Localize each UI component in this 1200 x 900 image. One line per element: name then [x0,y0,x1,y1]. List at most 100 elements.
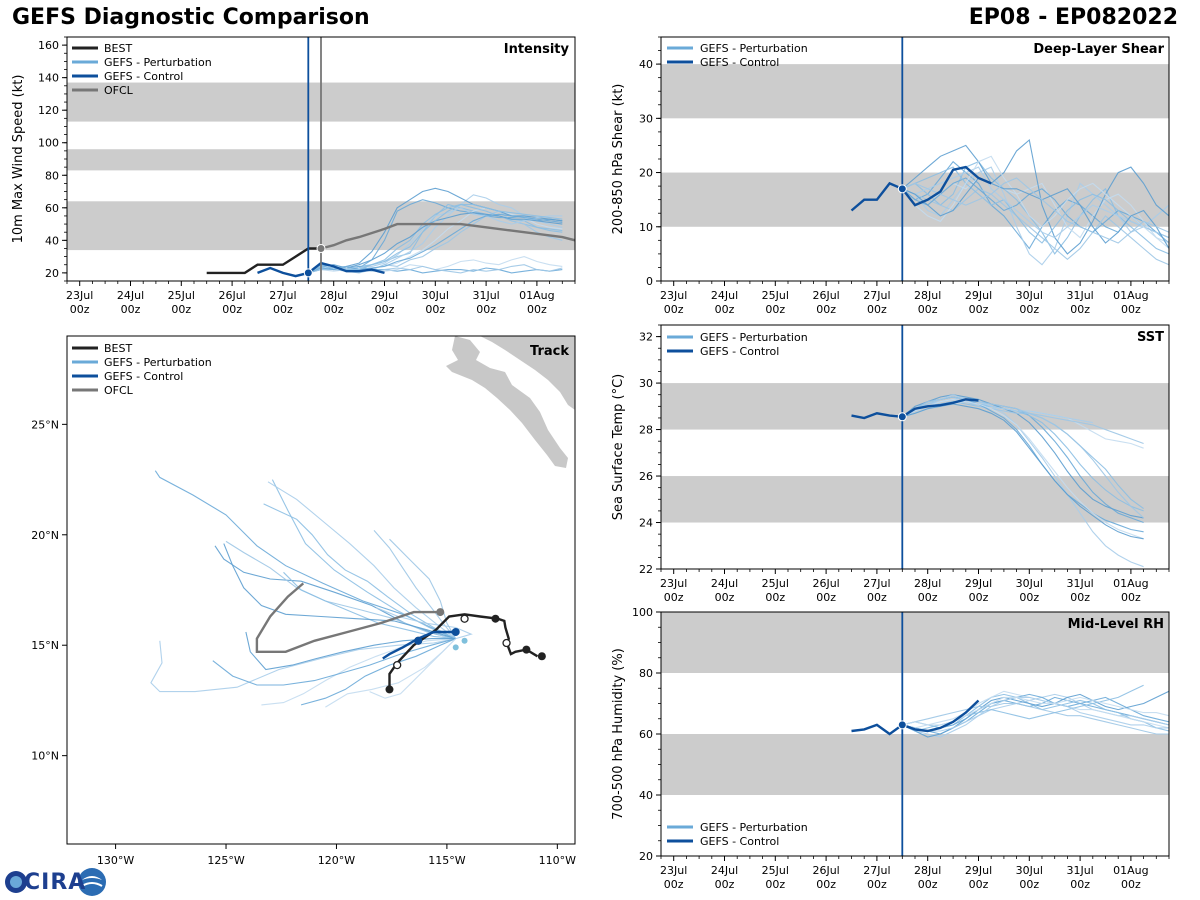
rh-x-tick-label-date: 23Jul [660,864,687,877]
track-lon-tick-label: 120°W [318,854,355,867]
rh-x-tick-label-hour: 00z [816,878,836,891]
sst-x-tick-label-date: 26Jul [812,577,839,590]
shear-x-tick-label-date: 28Jul [914,289,941,302]
track-perturbation-line [150,638,456,693]
track-perturbation-line [225,540,456,640]
sst-y-tick-label: 28 [639,424,653,437]
track-best-marker [385,685,394,694]
sst-x-tick-label-date: 25Jul [762,577,789,590]
intensity-x-tick-label-hour: 00z [476,303,496,316]
sst-x-tick-label-date: 27Jul [863,577,890,590]
shear-x-tick-label-hour: 00z [715,303,735,316]
track-control-marker [451,627,460,636]
sst-x-tick-label-hour: 00z [867,591,887,604]
shear-perturbation-line [902,166,1169,244]
intensity-y-tick-label: 40 [45,234,59,247]
shear-control-init-marker [897,184,907,194]
intensity-legend: BEST GEFS - Perturbation GEFS - Control … [72,42,212,97]
intensity-x-tick-label-hour: 00z [171,303,191,316]
intensity-control-line [257,266,309,278]
sst-perturbation-line [902,396,1144,519]
rh-x-tick-label-date: 01Aug [1113,864,1148,877]
track-perturbation-line [267,481,457,640]
shear-x-tick-label-date: 24Jul [711,289,738,302]
sst-y-axis-label: Sea Surface Temp (°C) [611,374,626,521]
shear-x-tick-label-hour: 00z [1121,303,1141,316]
intensity-x-tick-label-date: 28Jul [320,289,347,302]
intensity-perturbation-line [308,203,563,274]
shear-x-tick-label-hour: 00z [969,303,989,316]
rh-x-tick-label-date: 28Jul [914,864,941,877]
track-control-marker [414,636,423,645]
sst-band-0 [661,476,1169,523]
legend-ofcl-label: OFCL [104,384,134,397]
intensity-x-tick-label-date: 30Jul [422,289,449,302]
sst-x-tick-label-date: 01Aug [1113,577,1148,590]
track-perturbation-line [223,543,456,640]
storm-id-title: EP08 - EP082022 [968,5,1178,30]
sst-panel: 22242628303223Jul00z24Jul00z25Jul00z26Ju… [611,324,1170,604]
track-lon-tick-label: 125°W [207,854,244,867]
rh-perturbation-line [902,696,1169,732]
cira-logo-text: CIRA [24,870,87,895]
shear-x-tick-label-hour: 00z [1019,303,1039,316]
track-lat-tick-label: 15°N [31,639,59,652]
intensity-ofcl-init-marker [316,243,326,253]
legend-best-label: BEST [104,342,132,355]
rh-perturbation-line [902,696,1169,726]
track-best-open-marker [460,614,469,623]
track-perturbation-line [369,638,457,699]
rh-perturbation-line [902,684,1144,732]
track-perturbation-line [214,545,456,640]
shear-perturbation-line [902,188,1169,266]
intensity-x-tick-label-hour: 00z [527,303,547,316]
shear-x-tick-label-date: 30Jul [1016,289,1043,302]
legend-perturbation-label: GEFS - Perturbation [700,331,808,344]
rh-x-tick-label-date: 26Jul [812,864,839,877]
rh-perturbation-line [902,702,1169,735]
sst-x-tick-label-hour: 00z [1070,591,1090,604]
shear-control-line [850,165,992,212]
track-perturbation-line [212,638,456,686]
shear-band-1 [661,64,1169,119]
shear-x-tick-label-hour: 00z [867,303,887,316]
shear-y-tick-label: 0 [646,275,653,288]
rh-control-line [851,699,980,736]
intensity-x-tick-label-hour: 00z [70,303,90,316]
rh-x-tick-label-hour: 00z [969,878,989,891]
shear-perturbation-line [902,177,1169,244]
rh-x-tick-label-hour: 00z [715,878,735,891]
shear-perturbation-line [901,138,1169,255]
intensity-x-tick-label-date: 26Jul [218,289,245,302]
intensity-perturbation-line [308,264,563,274]
intensity-y-axis-label: 10m Max Wind Speed (kt) [11,75,26,244]
sst-y-tick-label: 30 [639,377,653,390]
shear-y-tick-label: 30 [639,112,653,125]
track-lat-tick-label: 25°N [31,418,59,431]
intensity-best-line [206,247,321,275]
track-perturbation-line [373,530,457,639]
track-perturbation-line [263,503,456,640]
shear-x-tick-label-date: 23Jul [660,289,687,302]
rh-control-init-marker [897,720,907,730]
rh-y-tick-label: 80 [639,667,653,680]
mexico-mainland-land [480,336,575,410]
intensity-perturbation-line [308,213,563,274]
track-perturbation-line [300,638,456,706]
rh-x-tick-label-hour: 00z [1070,878,1090,891]
track-best-marker [491,614,500,623]
shear-x-tick-label-date: 26Jul [812,289,839,302]
track-control-line [382,630,458,660]
intensity-x-tick-label-hour: 00z [273,303,293,316]
intensity-y-tick-label: 140 [38,72,59,85]
rh-x-tick-label-date: 24Jul [711,864,738,877]
intensity-x-tick-label-date: 29Jul [371,289,398,302]
legend-ofcl-label: OFCL [104,84,134,97]
legend-perturbation-label: GEFS - Perturbation [104,56,212,69]
shear-x-tick-label-hour: 00z [765,303,785,316]
legend-perturbation-label: GEFS - Perturbation [700,821,808,834]
sst-x-tick-label-date: 29Jul [965,577,992,590]
intensity-panel-label: Intensity [504,42,570,57]
rh-x-tick-label-date: 29Jul [965,864,992,877]
